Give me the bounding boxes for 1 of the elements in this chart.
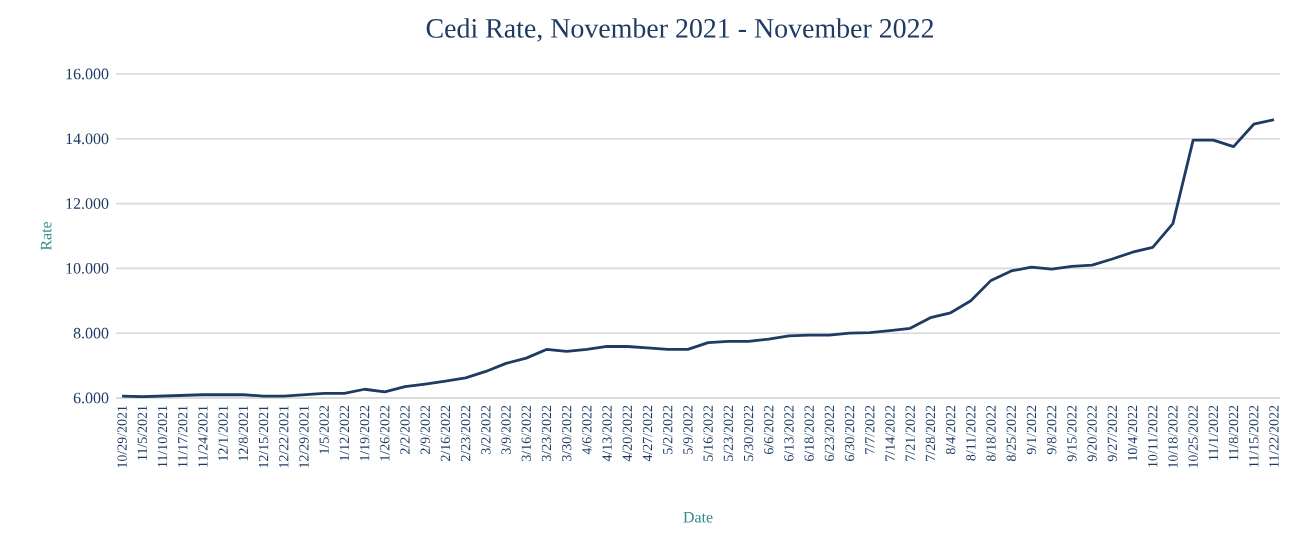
chart-title: Cedi Rate, November 2021 - November 2022 bbox=[426, 18, 933, 42]
